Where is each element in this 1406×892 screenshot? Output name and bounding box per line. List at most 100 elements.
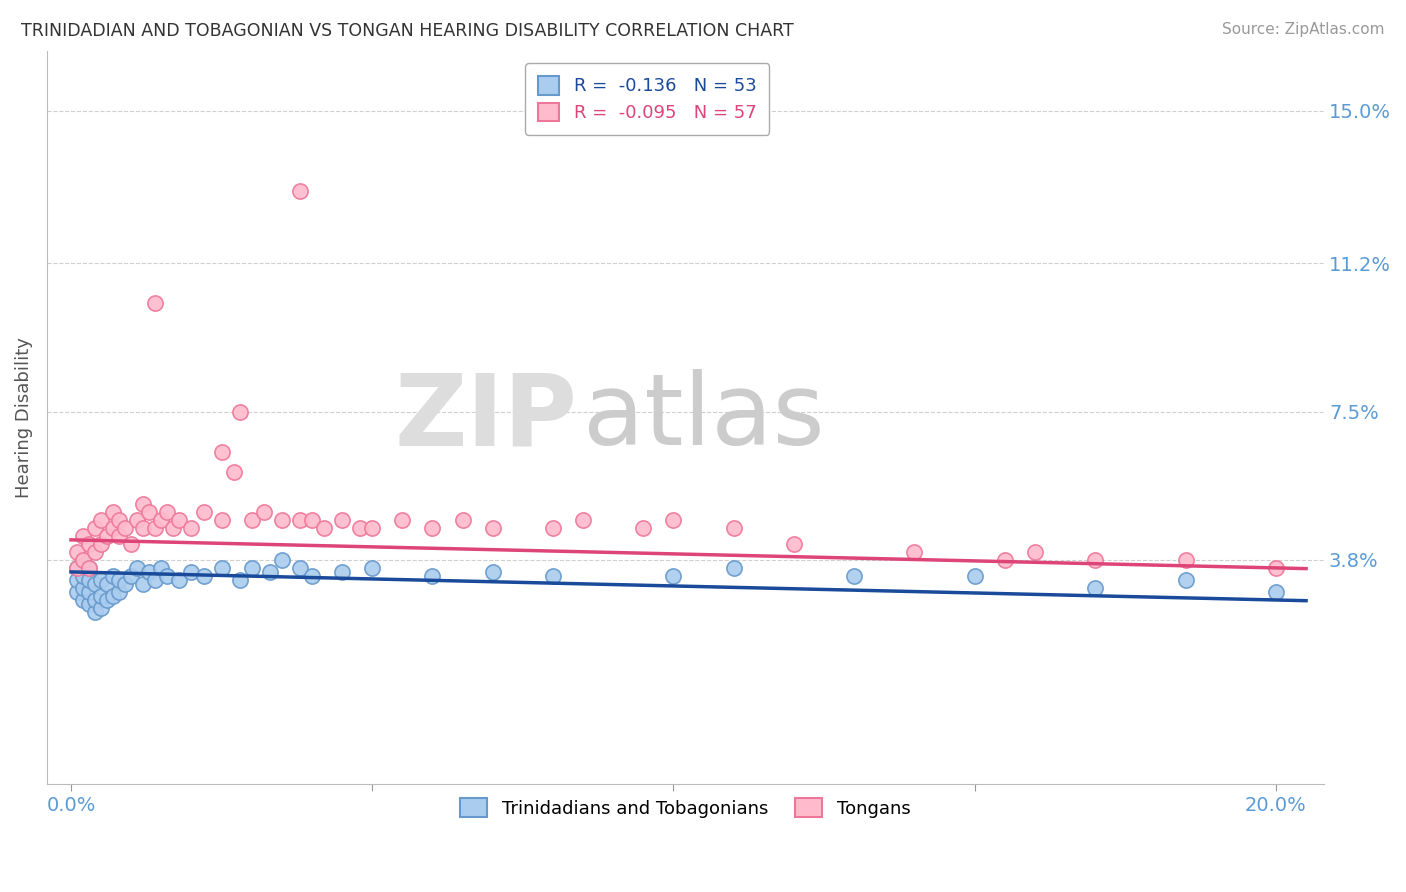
Point: [422, 521, 444, 535]
Legend: Trinidadians and Tobagonians, Tongans: Trinidadians and Tobagonians, Tongans: [451, 789, 920, 827]
Point: [114, 521, 136, 535]
Point: [169, 573, 191, 587]
Point: [330, 513, 353, 527]
Text: Source: ZipAtlas.com: Source: ZipAtlas.com: [1222, 22, 1385, 37]
Point: [114, 577, 136, 591]
Point: [481, 565, 503, 579]
Y-axis label: Hearing Disability: Hearing Disability: [15, 337, 32, 498]
Point: [138, 505, 160, 519]
Point: [127, 561, 149, 575]
Point: [143, 521, 166, 535]
Point: [162, 521, 184, 535]
Point: [193, 505, 215, 519]
Text: TRINIDADIAN AND TOBAGONIAN VS TONGAN HEARING DISABILITY CORRELATION CHART: TRINIDADIAN AND TOBAGONIAN VS TONGAN HEA…: [21, 22, 794, 40]
Point: [120, 537, 142, 551]
Point: [994, 553, 1017, 567]
Point: [120, 569, 142, 583]
Text: ZIP: ZIP: [394, 369, 576, 466]
Point: [1084, 553, 1107, 567]
Point: [72, 553, 94, 567]
Point: [72, 553, 94, 567]
Point: [572, 513, 595, 527]
Point: [108, 573, 131, 587]
Point: [270, 513, 292, 527]
Point: [844, 569, 866, 583]
Point: [96, 593, 118, 607]
Point: [77, 561, 100, 575]
Point: [66, 585, 89, 599]
Point: [96, 577, 118, 591]
Point: [330, 565, 353, 579]
Point: [451, 513, 474, 527]
Point: [156, 569, 179, 583]
Point: [96, 529, 118, 543]
Point: [361, 561, 384, 575]
Point: [90, 513, 112, 527]
Point: [101, 521, 124, 535]
Point: [90, 537, 112, 551]
Point: [723, 521, 745, 535]
Point: [288, 513, 311, 527]
Point: [90, 601, 112, 615]
Point: [72, 569, 94, 583]
Point: [662, 513, 685, 527]
Point: [101, 589, 124, 603]
Point: [138, 565, 160, 579]
Point: [541, 569, 564, 583]
Point: [1174, 553, 1197, 567]
Point: [127, 513, 149, 527]
Point: [132, 497, 155, 511]
Point: [301, 569, 323, 583]
Point: [77, 585, 100, 599]
Point: [228, 404, 250, 418]
Point: [84, 521, 107, 535]
Point: [77, 573, 100, 587]
Point: [312, 521, 335, 535]
Point: [108, 529, 131, 543]
Point: [903, 545, 925, 559]
Point: [422, 569, 444, 583]
Point: [222, 465, 245, 479]
Point: [101, 505, 124, 519]
Point: [963, 569, 986, 583]
Point: [288, 184, 311, 198]
Point: [90, 589, 112, 603]
Point: [84, 593, 107, 607]
Point: [633, 521, 655, 535]
Point: [132, 521, 155, 535]
Point: [77, 561, 100, 575]
Point: [169, 513, 191, 527]
Point: [84, 605, 107, 619]
Point: [150, 513, 173, 527]
Point: [180, 565, 202, 579]
Point: [253, 505, 276, 519]
Point: [150, 561, 173, 575]
Point: [1264, 561, 1286, 575]
Point: [72, 593, 94, 607]
Point: [143, 573, 166, 587]
Point: [1024, 545, 1046, 559]
Point: [240, 561, 263, 575]
Point: [481, 521, 503, 535]
Point: [288, 561, 311, 575]
Point: [259, 565, 281, 579]
Point: [211, 513, 233, 527]
Point: [180, 521, 202, 535]
Point: [228, 573, 250, 587]
Point: [84, 545, 107, 559]
Point: [66, 561, 89, 575]
Point: [72, 581, 94, 595]
Point: [211, 561, 233, 575]
Point: [211, 444, 233, 458]
Point: [541, 521, 564, 535]
Point: [349, 521, 371, 535]
Point: [361, 521, 384, 535]
Point: [301, 513, 323, 527]
Point: [723, 561, 745, 575]
Point: [101, 569, 124, 583]
Point: [1084, 581, 1107, 595]
Point: [77, 597, 100, 611]
Point: [1264, 585, 1286, 599]
Point: [108, 585, 131, 599]
Point: [66, 545, 89, 559]
